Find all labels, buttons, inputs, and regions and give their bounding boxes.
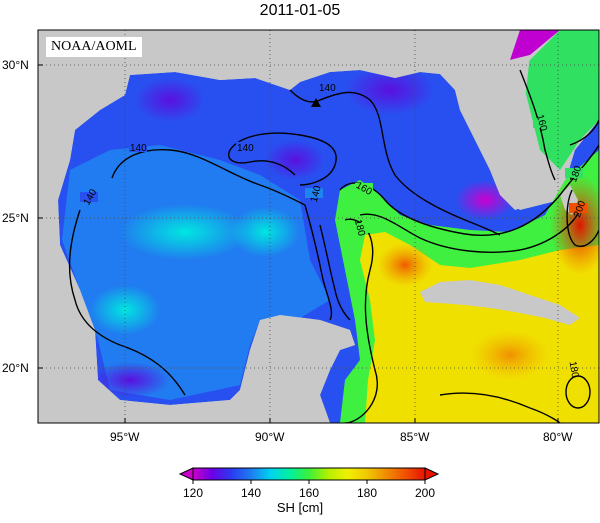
contour-lines	[68, 69, 599, 423]
lat-axis: 30°N 25°N 20°N	[2, 58, 43, 375]
purple-patch-2	[265, 140, 325, 180]
purple-patch-3	[345, 65, 435, 115]
lat-label-20n: 20°N	[2, 361, 29, 375]
colorbar-bar	[192, 467, 426, 481]
atlantic-green	[520, 30, 599, 170]
contour-140-ring	[228, 132, 337, 186]
contour-label-2: 140	[129, 142, 147, 154]
lat-label-30n: 30°N	[2, 58, 29, 72]
cyan-patch-2	[230, 207, 300, 257]
svg-text:160: 160	[534, 113, 549, 132]
purple-patch-4	[90, 362, 170, 398]
svg-text:140: 140	[319, 83, 336, 94]
contour-180-south	[439, 392, 561, 423]
orange-patch-2	[470, 330, 550, 380]
mexico	[38, 245, 355, 423]
contour-180-east	[565, 375, 591, 409]
map-title: 2011-01-05	[259, 2, 341, 19]
colorbar-tick-140: 140	[241, 486, 261, 500]
lon-label-95w: 95°W	[110, 430, 140, 444]
contour-label-11: 180	[565, 360, 583, 379]
purple-patch-1	[135, 78, 205, 122]
atlantic-magenta	[505, 30, 560, 60]
colorbar-tick-180: 180	[357, 486, 377, 500]
colorbar-low-arrow	[178, 467, 194, 481]
map-frame	[37, 29, 600, 424]
contour-label-5: 140	[305, 184, 324, 204]
svg-text:140: 140	[130, 143, 147, 154]
lon-label-80w: 80°W	[543, 430, 573, 444]
florida	[440, 30, 540, 210]
contour-label-7: 160	[533, 113, 551, 133]
contour-label-1: 140	[318, 82, 336, 94]
colorbar: 120 140 160 180 200	[178, 467, 440, 500]
colorbar-unit-label: SH [cm]	[276, 500, 324, 515]
colorbar-tick-200: 200	[415, 486, 435, 500]
colorbar-tick-120: 120	[183, 486, 203, 500]
svg-text:140: 140	[309, 184, 324, 203]
credit-label: NOAA/AOML	[46, 37, 142, 57]
contour-140-north	[289, 89, 501, 236]
orange-patch-1	[377, 243, 433, 287]
contour-180-main	[359, 209, 581, 253]
cuba	[420, 280, 580, 325]
colorbar-high-arrow	[424, 467, 440, 481]
contour-160-atlantic	[519, 69, 556, 181]
contour-label-8: 180	[351, 218, 369, 238]
lon-label-90w: 90°W	[255, 430, 285, 444]
contour-140-sw	[68, 209, 186, 396]
lon-label-85w: 85°W	[400, 430, 430, 444]
contour-140-mid	[319, 224, 351, 321]
svg-text:180: 180	[352, 218, 367, 237]
svg-text:180: 180	[567, 360, 581, 379]
contour-160	[339, 144, 599, 236]
contour-labels: 140 140 140 140 140 160 160 180 180 200 …	[80, 82, 588, 379]
contour-140-loop	[304, 204, 333, 321]
lat-label-25n: 25°N	[2, 211, 29, 225]
lon-axis: 95°W 90°W 85°W 80°W	[110, 418, 573, 444]
svg-text:140: 140	[237, 143, 254, 154]
colorbar-tick-160: 160	[299, 486, 319, 500]
contour-140-west	[111, 148, 306, 206]
map-field: 140 140 140 140 140 160 160 180 180 200 …	[38, 30, 599, 423]
cyan-patch-1	[120, 204, 250, 260]
contour-200-eddy	[566, 189, 599, 247]
contour-180-atlantic	[569, 119, 599, 146]
contour-label-3: 140	[236, 142, 254, 154]
grid-lines	[38, 30, 599, 423]
station-marker-triangle	[311, 98, 321, 107]
